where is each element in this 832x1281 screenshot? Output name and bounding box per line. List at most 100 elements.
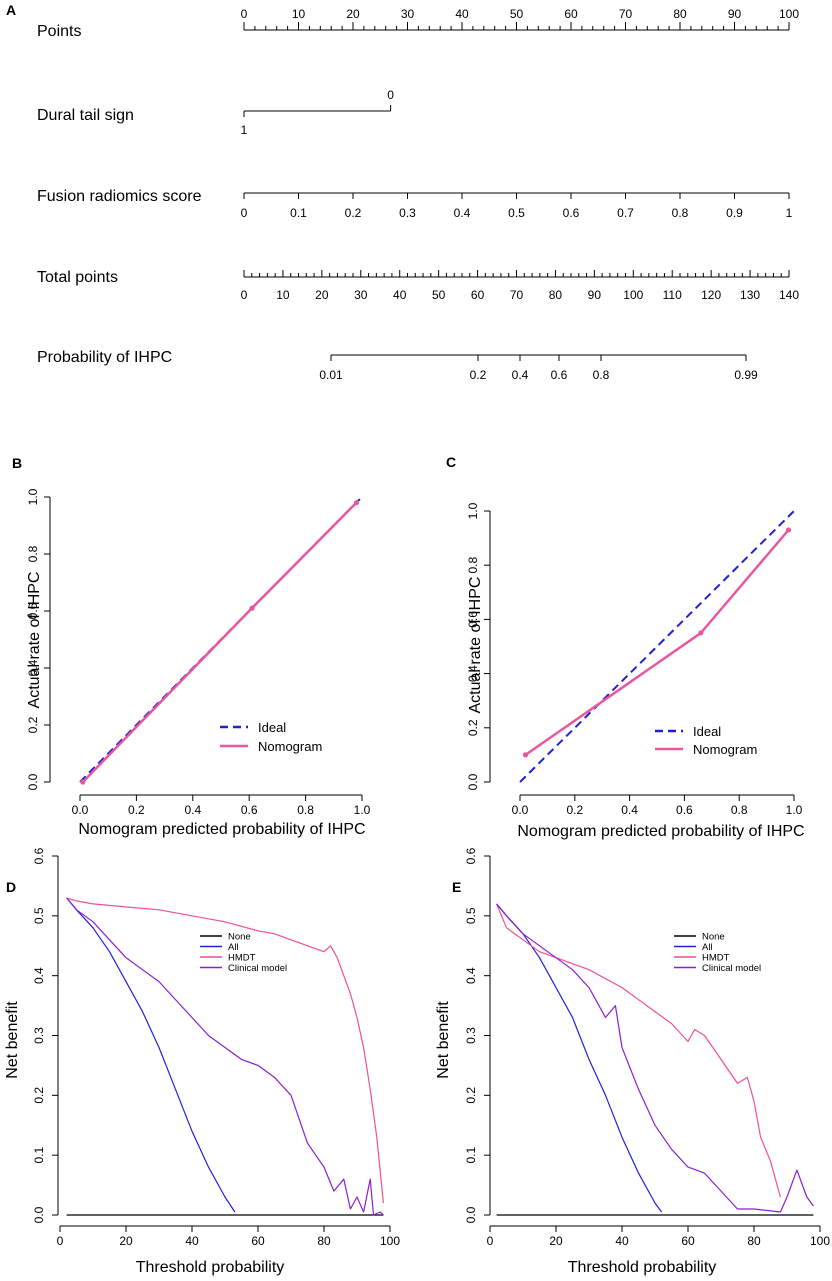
legend-label: HMDT (702, 953, 730, 964)
dural-tail-axis: 01 (241, 88, 395, 137)
fusion-score-tick-label: 0.7 (617, 206, 634, 220)
y-tick-label: 0.6 (32, 847, 46, 864)
total-points-tick-label: 100 (623, 288, 643, 302)
x-tick-label: 60 (251, 1234, 265, 1248)
y-tick-label: 0.8 (466, 557, 480, 574)
y-tick-label: 0.0 (466, 773, 480, 790)
y-tick-label: 0.2 (466, 719, 480, 736)
points-tick-label: 0 (241, 7, 248, 21)
series-all (496, 903, 663, 1213)
nomogram-row-label: Dural tail sign (37, 107, 134, 124)
x-axis-label: Threshold probability (136, 1259, 285, 1276)
x-tick-label: 40 (615, 1234, 629, 1248)
probability-tick-label: 0.99 (734, 368, 758, 382)
y-axis-label: Actual rate of IHPC (467, 577, 484, 714)
points-tick-label: 70 (619, 7, 633, 21)
nomogram-point (698, 630, 704, 636)
nomogram-point (785, 527, 792, 533)
total-points-tick-label: 30 (354, 288, 368, 302)
legend-label: Ideal (258, 720, 286, 735)
x-tick-label: 0.2 (128, 803, 145, 817)
chart-panel-e: E 0 20 40 60 80 100 0.0 0.1 0.2 0.3 0.4 0.5 0.6 Thresh… (435, 847, 830, 1276)
y-tick-label: 0.0 (32, 1206, 46, 1223)
series-clinical-model (496, 903, 814, 1213)
x-tick-label: 100 (380, 1234, 400, 1248)
y-tick-label: 0.4 (464, 967, 478, 984)
dural-tail-tick-label: 1 (241, 123, 248, 137)
x-tick-label: 80 (747, 1234, 761, 1248)
total-points-tick-label: 10 (276, 288, 290, 302)
nomogram-point (522, 752, 529, 758)
chart-panel-c: C 0.0 0.2 0.4 0.6 0.8 1.0 0.0 0.2 0.4 0.6 0.8 1.0 Nom… (446, 454, 805, 840)
x-tick-label: 60 (681, 1234, 695, 1248)
series-clinical-model (66, 897, 384, 1216)
legend-label: None (228, 932, 251, 943)
legend: Ideal Nomogram (220, 720, 322, 754)
x-tick-label: 1.0 (786, 803, 803, 817)
x-tick-label: 0.4 (621, 803, 638, 817)
legend-label: All (702, 942, 713, 953)
legend-label: Nomogram (693, 742, 757, 757)
legend-label: HMDT (228, 953, 256, 964)
y-axis-label: Net benefit (4, 1001, 21, 1079)
chart-panel-d: D 0 20 40 60 80 100 0.0 0.1 0.2 0.3 0.4 0.5 0.6 Thresh… (4, 847, 400, 1276)
panel-label: B (12, 455, 22, 471)
y-tick-label: 0.0 (464, 1206, 478, 1223)
fusion-score-tick-label: 0 (241, 206, 248, 220)
total-points-tick-label: 50 (432, 288, 446, 302)
fusion-score-tick-label: 0.6 (563, 206, 580, 220)
x-tick-label: 0.8 (731, 803, 748, 817)
x-tick-label: 80 (317, 1234, 331, 1248)
total-points-tick-label: 90 (588, 288, 602, 302)
y-tick-label: 0.0 (26, 773, 40, 790)
x-axis-label: Nomogram predicted probability of IHPC (78, 821, 365, 838)
points-tick-label: 80 (673, 7, 687, 21)
probability-tick-label: 0.4 (512, 368, 529, 382)
y-tick-label: 0.6 (466, 611, 480, 628)
y-axis-label: Actual rate of IHPC (26, 572, 43, 709)
nomogram-point (353, 500, 359, 506)
y-tick-label: 0.2 (32, 1087, 46, 1104)
total-points-tick-label: 60 (471, 288, 485, 302)
nomogram-row-label: Total points (37, 269, 118, 286)
fusion-score-tick-label: 0.9 (726, 206, 743, 220)
total-points-tick-label: 0 (241, 288, 248, 302)
x-tick-label: 0.4 (184, 803, 201, 817)
nomogram-point (249, 605, 255, 611)
points-tick-label: 10 (292, 7, 306, 21)
nomogram-row-label: Probability of IHPC (37, 349, 172, 366)
points-tick-label: 20 (346, 7, 360, 21)
panel-label-a: A (6, 2, 16, 18)
y-tick-label: 1.0 (26, 488, 40, 505)
x-tick-label: 0 (487, 1234, 494, 1248)
x-tick-label: 0.0 (72, 803, 89, 817)
y-tick-label: 0.4 (466, 665, 480, 682)
y-tick-label: 0.6 (464, 847, 478, 864)
probability-axis: 0.01 0.2 0.4 0.6 0.8 0.99 (319, 354, 758, 382)
x-tick-label: 0.6 (676, 803, 693, 817)
fusion-score-tick-label: 0.8 (672, 206, 689, 220)
y-tick-label: 0.1 (464, 1147, 478, 1164)
x-tick-label: 0.2 (566, 803, 583, 817)
y-tick-label: 0.8 (26, 545, 40, 562)
total-points-axis: 0 10 20 30 40 50 60 70 80 90 100 110 120 130 140 (241, 270, 799, 302)
series-hmdt (496, 903, 781, 1198)
y-tick-label: 0.6 (26, 602, 40, 619)
total-points-tick-label: 20 (315, 288, 329, 302)
x-tick-label: 40 (185, 1234, 199, 1248)
points-tick-label: 40 (455, 7, 469, 21)
fusion-score-tick-label: 0.2 (345, 206, 362, 220)
panel-label: E (452, 879, 461, 895)
probability-tick-label: 0.8 (593, 368, 610, 382)
legend-label: Clinical model (702, 963, 761, 974)
points-axis: 0 10 20 30 40 50 60 70 80 90 100 (241, 7, 799, 31)
x-tick-label: 0.6 (241, 803, 258, 817)
legend-label: None (702, 932, 725, 943)
legend-label: Clinical model (228, 963, 287, 974)
series-all (66, 897, 236, 1213)
panel-label: D (6, 879, 16, 895)
y-tick-label: 0.2 (464, 1087, 478, 1104)
chart-panel-b: B 0.0 0.2 0.4 0.6 0.8 1.0 0.0 0.2 0.4 0.6 0.8 1.0 Nom… (12, 455, 371, 838)
x-tick-label: 100 (810, 1234, 830, 1248)
